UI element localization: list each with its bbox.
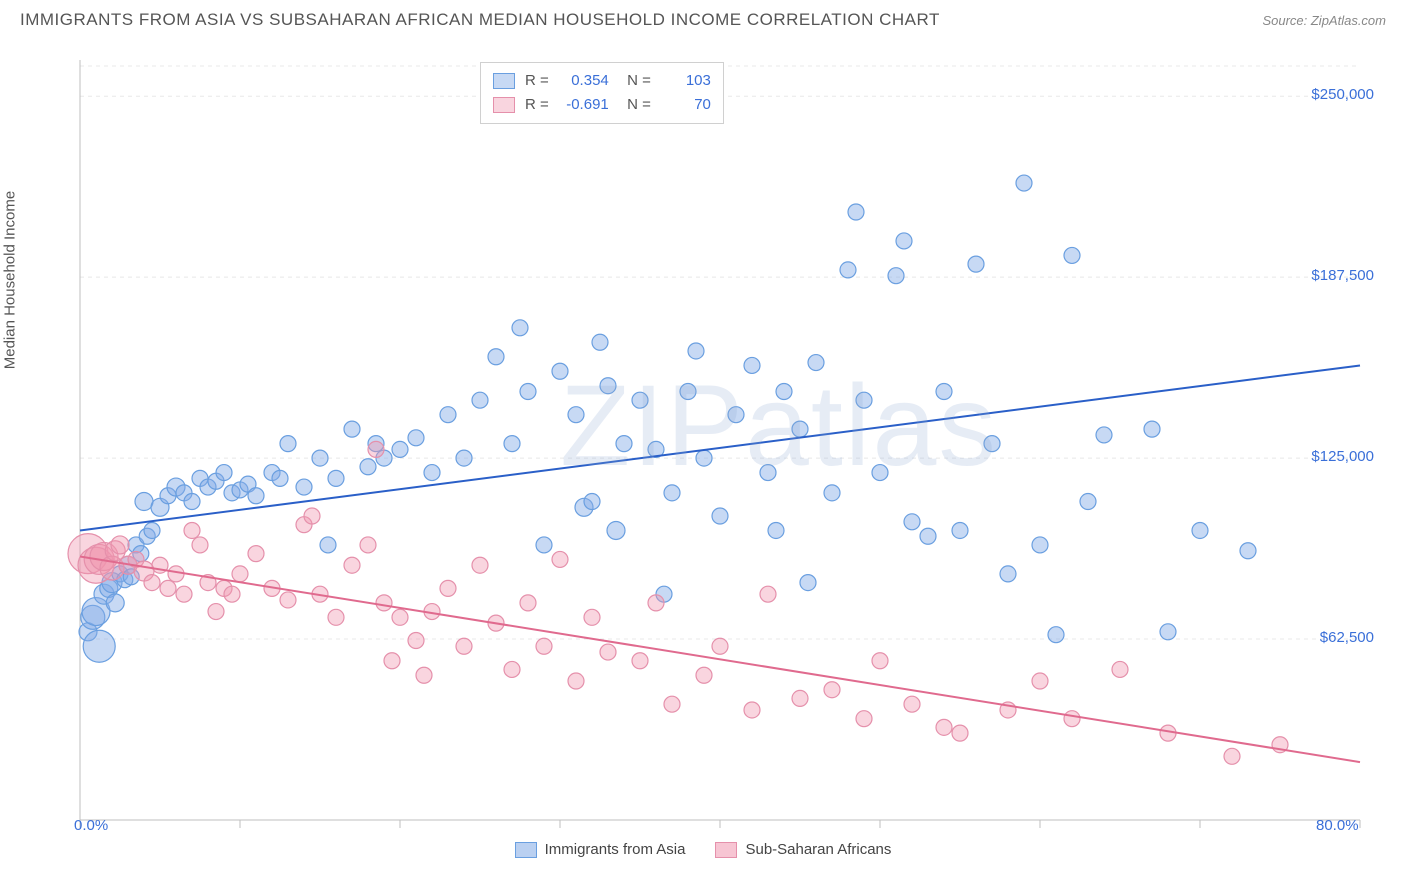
y-axis-label: Median Household Income	[2, 191, 19, 369]
r-label: R =	[525, 69, 549, 93]
chart-header: IMMIGRANTS FROM ASIA VS SUBSAHARAN AFRIC…	[0, 0, 1406, 36]
stats-legend-row: R = -0.691 N = 70	[493, 93, 711, 117]
r-value: -0.691	[559, 93, 609, 117]
stats-legend-row: R = 0.354 N = 103	[493, 69, 711, 93]
chart-area: Median Household Income ZIPatlas R = 0.3…	[20, 40, 1386, 860]
series-name: Sub-Saharan Africans	[745, 841, 891, 858]
series-name: Immigrants from Asia	[545, 841, 686, 858]
legend-swatch	[493, 73, 515, 89]
series-legend-item: Sub-Saharan Africans	[715, 841, 891, 858]
n-value: 103	[661, 69, 711, 93]
n-label: N =	[619, 93, 651, 117]
stats-legend: R = 0.354 N = 103 R = -0.691 N = 70	[480, 62, 724, 124]
legend-swatch	[715, 842, 737, 858]
x-axis-max-label: 80.0%	[1316, 817, 1359, 834]
r-value: 0.354	[559, 69, 609, 93]
y-tick-label: $62,500	[1320, 629, 1374, 646]
y-tick-label: $250,000	[1311, 86, 1374, 103]
legend-swatch	[515, 842, 537, 858]
r-label: R =	[525, 93, 549, 117]
chart-source: Source: ZipAtlas.com	[1262, 13, 1386, 28]
x-axis-min-label: 0.0%	[74, 817, 108, 834]
n-value: 70	[661, 93, 711, 117]
n-label: N =	[619, 69, 651, 93]
legend-swatch	[493, 97, 515, 113]
y-tick-label: $187,500	[1311, 267, 1374, 284]
scatter-chart	[20, 40, 1386, 860]
y-tick-label: $125,000	[1311, 448, 1374, 465]
series-legend-item: Immigrants from Asia	[515, 841, 686, 858]
series-legend: Immigrants from Asia Sub-Saharan Africans	[20, 841, 1386, 858]
chart-title: IMMIGRANTS FROM ASIA VS SUBSAHARAN AFRIC…	[20, 10, 940, 30]
